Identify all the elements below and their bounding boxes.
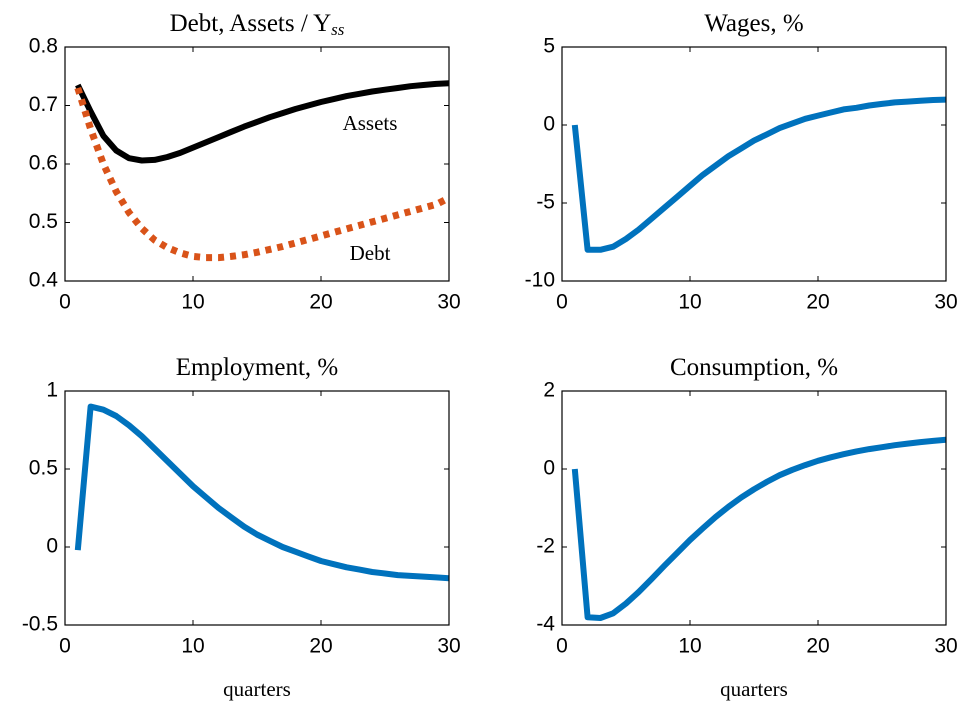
chart-title: Debt, Assets / Yss (170, 10, 345, 39)
x-tick-label: 20 (806, 635, 829, 658)
chart-title: Consumption, % (670, 354, 838, 381)
y-tick-label: 0 (46, 535, 58, 558)
data-line (571, 96, 947, 253)
title-text: Wages, % (704, 10, 803, 37)
x-axis-label: quarters (720, 677, 788, 701)
title-text: Debt, Assets / Y (170, 10, 332, 37)
y-tick-label: 0 (543, 113, 555, 136)
x-tick-label: 30 (437, 635, 460, 658)
x-tick-label: 20 (309, 635, 332, 658)
y-tick-label: -5 (536, 191, 555, 214)
data-line (74, 403, 450, 582)
axes-box (64, 390, 450, 626)
annotation: Assets (343, 111, 398, 135)
x-tick-label: 30 (934, 291, 957, 314)
y-tick-label: -10 (525, 269, 555, 292)
chart-title: Employment, % (176, 354, 338, 381)
chart-title: Wages, % (704, 10, 803, 37)
x-tick-label: 30 (437, 291, 460, 314)
y-tick-label: 0.4 (29, 269, 59, 292)
axes-box (561, 390, 947, 626)
y-tick-label: -0.5 (22, 613, 58, 636)
title-subscript: ss (331, 20, 345, 39)
x-tick-label: 10 (678, 635, 701, 658)
y-tick-label: 1 (46, 379, 58, 402)
x-tick-label: 10 (678, 291, 701, 314)
y-tick-label: 0.7 (29, 93, 58, 116)
x-tick-label: 20 (309, 291, 332, 314)
y-tick-label: 2 (543, 379, 555, 402)
data-line (74, 86, 451, 262)
axes-box (561, 46, 947, 282)
x-axis-label: quarters (223, 677, 291, 701)
y-tick-label: -2 (536, 535, 555, 558)
data-line (571, 436, 947, 621)
x-tick-label: 0 (556, 291, 568, 314)
data-line (75, 80, 450, 164)
x-tick-label: 20 (806, 291, 829, 314)
y-tick-label: 5 (543, 35, 555, 58)
y-tick-label: 0.5 (29, 457, 58, 480)
x-tick-label: 10 (181, 291, 204, 314)
annotation: Debt (350, 241, 391, 265)
y-tick-label: 0 (543, 457, 555, 480)
x-tick-label: 0 (59, 635, 71, 658)
axes-box (64, 46, 450, 282)
y-tick-label: 0.6 (29, 152, 58, 175)
y-tick-label: 0.5 (29, 210, 58, 233)
title-text: Employment, % (176, 354, 338, 381)
y-tick-label: -4 (536, 613, 555, 636)
x-tick-label: 0 (556, 635, 568, 658)
y-tick-label: 0.8 (29, 35, 58, 58)
title-text: Consumption, % (670, 354, 838, 381)
x-tick-label: 10 (181, 635, 204, 658)
x-tick-label: 0 (59, 291, 71, 314)
x-tick-label: 30 (934, 635, 957, 658)
